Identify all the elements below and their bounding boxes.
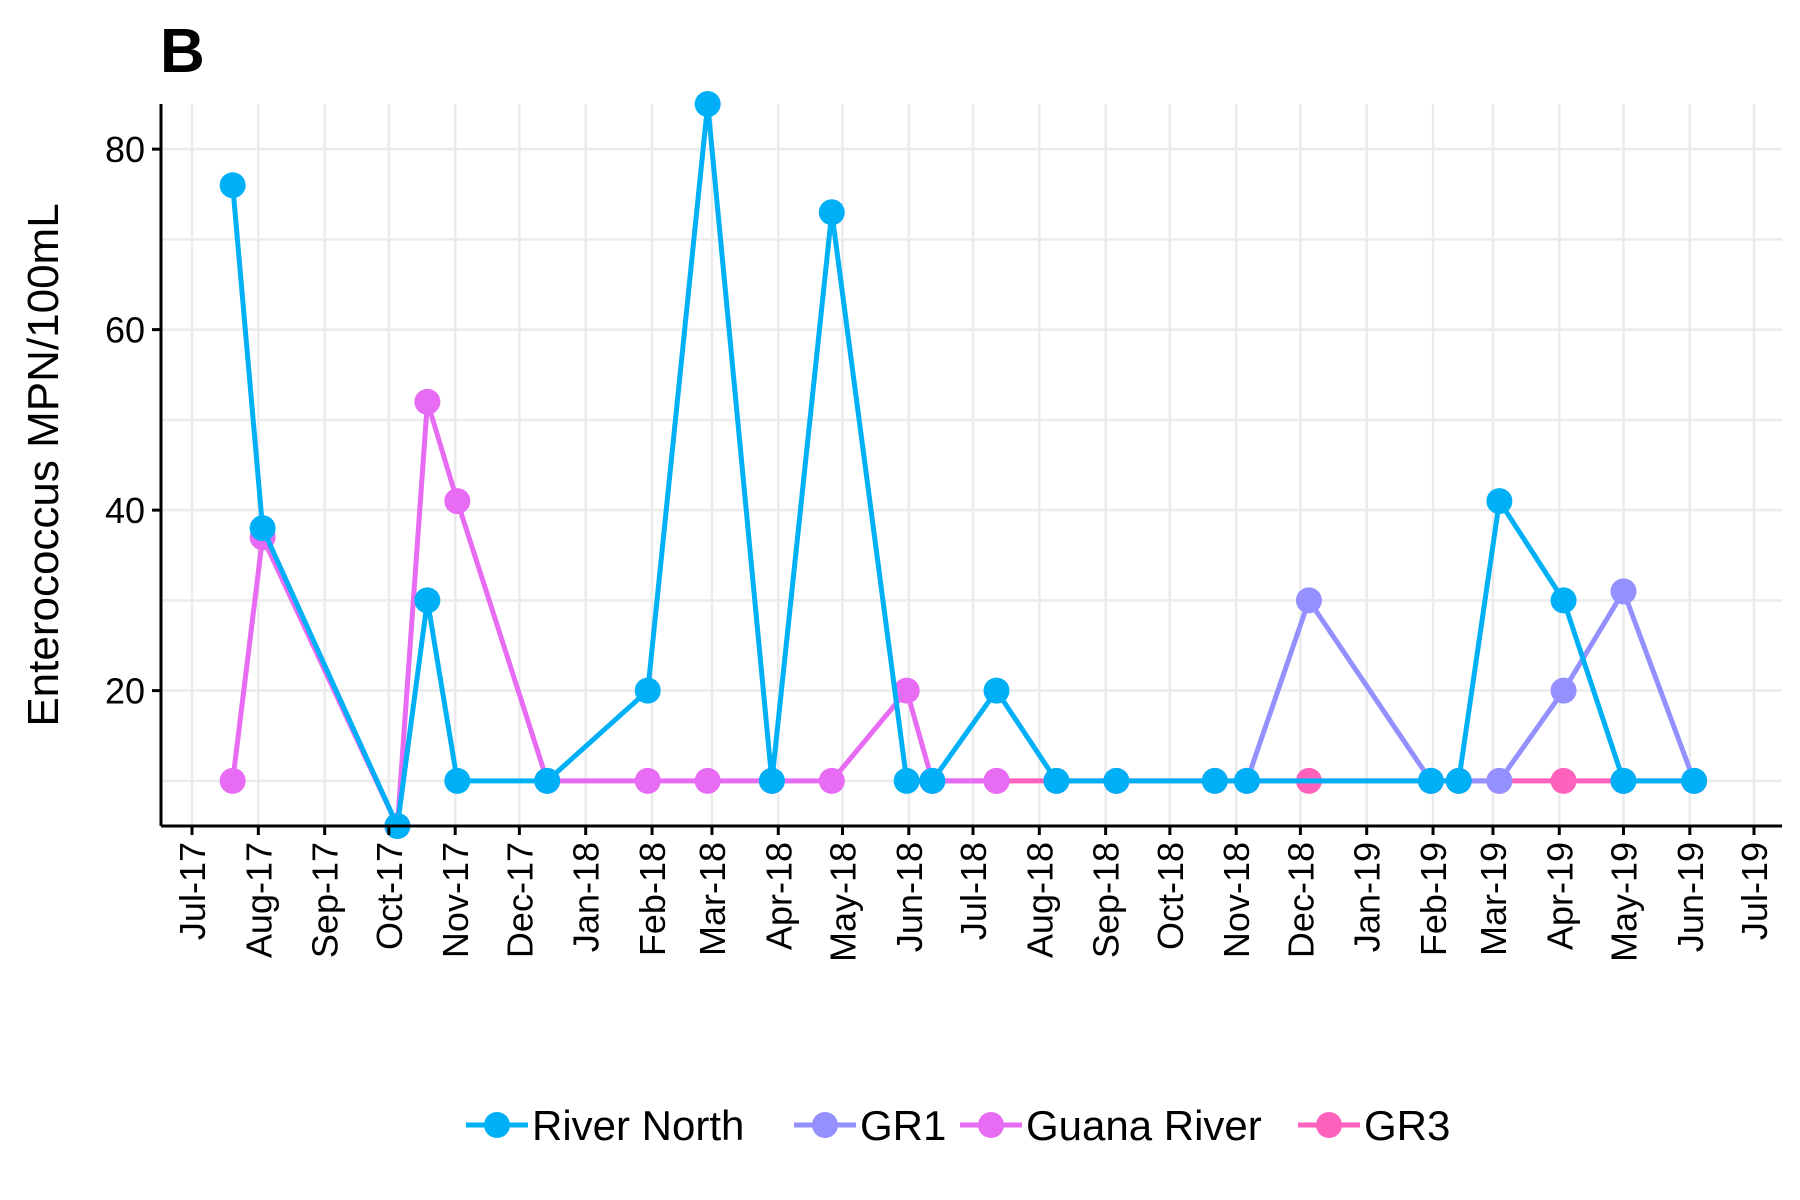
series-line-river-north [230, 101, 1697, 829]
grid [161, 104, 1782, 826]
legend-label: GR3 [1364, 1102, 1450, 1149]
x-tick-label: Feb-19 [1413, 842, 1454, 956]
data-point-river-north [893, 767, 920, 794]
y-tick-label: 60 [105, 310, 145, 351]
data-point-river-north [249, 515, 276, 542]
x-tick-label: Nov-18 [1216, 842, 1257, 958]
data-point-river-north [1043, 767, 1070, 794]
legend-label: River North [532, 1102, 744, 1149]
data-point-river-north [534, 767, 561, 794]
x-tick-label: Jul-19 [1734, 842, 1775, 940]
x-tick-label: Oct-17 [369, 842, 410, 950]
data-point-guana-river [444, 488, 471, 515]
y-tick-label: 40 [105, 490, 145, 531]
series-line-guana-river [230, 399, 999, 829]
legend-key-point [1316, 1112, 1342, 1138]
data-point-river-north [1417, 767, 1444, 794]
x-tick-label: Jul-18 [953, 842, 994, 940]
x-tick-label: May-18 [822, 842, 863, 962]
data-point-river-north [634, 677, 661, 704]
data-point-river-north [1103, 767, 1130, 794]
x-tick-label: Apr-19 [1539, 842, 1580, 950]
x-tick-label: Dec-17 [499, 842, 540, 958]
y-tick-label: 20 [105, 671, 145, 712]
data-point-guana-river [414, 388, 441, 415]
series-river-north [219, 91, 1708, 839]
legend-label: GR1 [860, 1102, 946, 1149]
legend-key-point [812, 1112, 838, 1138]
x-tick-label: Dec-18 [1280, 842, 1321, 958]
data-point-river-north [219, 172, 246, 199]
series-guana-river [219, 388, 1010, 839]
data-point-gr3 [1550, 767, 1577, 794]
data-point-gr1 [1486, 767, 1513, 794]
data-point-gr1 [1550, 677, 1577, 704]
x-tick-label: Oct-18 [1150, 842, 1191, 950]
y-tick-label: 80 [105, 129, 145, 170]
legend-key-point [484, 1112, 510, 1138]
data-point-river-north [1681, 767, 1708, 794]
legend-item-gr1: GR1 [794, 1102, 946, 1149]
data-point-river-north [1445, 767, 1472, 794]
x-tick-label: Nov-17 [435, 842, 476, 958]
data-point-river-north [1550, 587, 1577, 614]
x-tick-label: Jul-17 [172, 842, 213, 940]
data-point-guana-river [634, 767, 661, 794]
legend-key-point [978, 1112, 1004, 1138]
data-point-river-north [444, 767, 471, 794]
data-point-river-north [694, 91, 721, 117]
data-point-guana-river [818, 767, 845, 794]
legend-item-gr3: GR3 [1298, 1102, 1450, 1149]
data-point-river-north [1486, 488, 1513, 515]
x-tick-label: Apr-18 [758, 842, 799, 950]
x-tick-label: Jun-19 [1670, 842, 1711, 952]
data-point-river-north [1233, 767, 1260, 794]
x-tick-label: Mar-19 [1473, 842, 1514, 956]
x-tick-label: Jan-18 [566, 842, 607, 952]
legend-item-river-north: River North [466, 1102, 744, 1149]
data-point-guana-river [983, 767, 1010, 794]
legend-item-guana-river: Guana River [960, 1102, 1262, 1149]
data-point-river-north [758, 767, 785, 794]
y-ticks: 20 40 60 80 [105, 129, 161, 712]
data-point-river-north [983, 677, 1010, 704]
x-tick-label: Jan-19 [1347, 842, 1388, 952]
panel-label: B [160, 17, 205, 86]
x-tick-label: Jun-18 [889, 842, 930, 952]
x-tick-label: May-19 [1603, 842, 1644, 962]
y-axis-title: Enterococcus MPN/100mL [19, 203, 68, 726]
x-tick-label: Feb-18 [632, 842, 673, 956]
series-layer [219, 91, 1708, 839]
data-point-gr1 [1610, 578, 1637, 605]
data-point-river-north [414, 587, 441, 614]
data-point-river-north [818, 199, 845, 226]
legend: River North GR1 Guana River GR3 [466, 1102, 1450, 1149]
x-tick-label: Sep-18 [1086, 842, 1127, 958]
data-point-gr1 [1295, 587, 1322, 614]
data-point-guana-river [219, 767, 246, 794]
data-point-river-north [1201, 767, 1228, 794]
data-point-guana-river [893, 677, 920, 704]
x-ticks: Jul-17 Aug-17 Sep-17 Oct-17 Nov-17 Dec-17 Jan-… [172, 826, 1775, 962]
x-tick-label: Aug-18 [1019, 842, 1060, 958]
data-point-river-north [919, 767, 946, 794]
data-point-guana-river [694, 767, 721, 794]
x-tick-label: Mar-18 [692, 842, 733, 956]
legend-label: Guana River [1026, 1102, 1262, 1149]
data-point-river-north [1610, 767, 1637, 794]
x-tick-label: Aug-17 [238, 842, 279, 958]
x-tick-label: Sep-17 [305, 842, 346, 958]
